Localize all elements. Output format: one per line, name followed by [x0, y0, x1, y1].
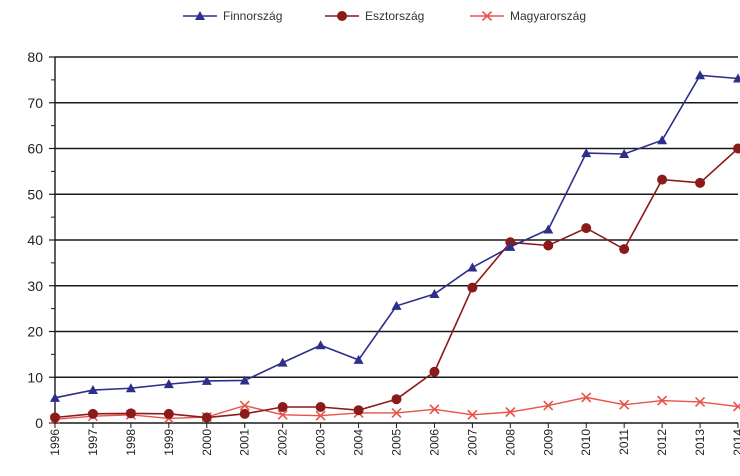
legend-item-2: Magyarország — [470, 9, 586, 23]
data-point-1-2011 — [619, 244, 630, 255]
x-tick-label-2011: 2011 — [617, 429, 631, 455]
data-point-1-2003 — [315, 401, 326, 412]
data-point-0-2009 — [543, 224, 554, 234]
data-point-2-2006 — [429, 404, 440, 415]
grid-layer — [55, 56, 738, 424]
data-point-1-1999 — [163, 408, 174, 419]
data-point-2-2005 — [391, 407, 402, 419]
data-point-0-2001 — [239, 375, 250, 385]
data-point-0-2007 — [467, 262, 478, 272]
data-point-1-2012 — [657, 174, 668, 185]
series-line-0 — [54, 74, 739, 399]
legend-marker — [337, 11, 347, 21]
y-tick-label-70: 70 — [27, 95, 43, 111]
x-tick-label-2005: 2005 — [390, 429, 404, 456]
x-tick-label-2008: 2008 — [503, 429, 517, 456]
data-point-1-2001 — [239, 408, 250, 419]
y-tick-label-50: 50 — [27, 186, 43, 202]
x-tick-label-2006: 2006 — [427, 429, 441, 456]
data-point-0-2011 — [619, 148, 630, 158]
data-point-2-2014 — [732, 401, 740, 412]
x-tick-label-2010: 2010 — [579, 429, 593, 456]
x-tick-label-2000: 2000 — [200, 429, 214, 456]
y-tick-label-80: 80 — [27, 49, 43, 65]
data-point-0-1997 — [87, 385, 98, 395]
data-point-1-2005 — [391, 394, 402, 405]
legend-marker — [481, 10, 493, 22]
data-point-1-1998 — [125, 408, 136, 419]
data-point-0-2005 — [391, 300, 402, 310]
data-point-0-1999 — [163, 379, 174, 389]
data-point-2-2012 — [657, 395, 668, 406]
legend-label: Finnország — [223, 9, 282, 23]
data-point-2-2009 — [543, 400, 554, 411]
data-point-0-2000 — [201, 375, 212, 385]
series-0 — [50, 70, 740, 402]
data-point-2-2001 — [239, 400, 250, 411]
legend-item-0: Finnország — [183, 9, 282, 23]
data-point-0-2002 — [277, 357, 288, 367]
y-tick-label-30: 30 — [27, 278, 43, 294]
legend-item-1: Esztország — [325, 9, 424, 23]
series-layer — [49, 70, 740, 425]
data-point-0-2006 — [429, 288, 440, 298]
x-tick-label-2001: 2001 — [238, 429, 252, 456]
x-tick-label-2009: 2009 — [541, 429, 555, 456]
data-point-0-2010 — [581, 148, 592, 158]
data-point-2-2007 — [467, 409, 478, 420]
y-tick-label-20: 20 — [27, 324, 43, 340]
data-point-1-2010 — [581, 223, 592, 234]
x-tick-label-2013: 2013 — [693, 429, 707, 456]
data-point-0-2003 — [315, 340, 326, 350]
data-point-1-2009 — [543, 240, 554, 251]
x-tick-label-2012: 2012 — [655, 429, 669, 456]
y-tick-label-40: 40 — [27, 232, 43, 248]
x-tick-label-1999: 1999 — [162, 429, 176, 456]
data-point-1-2004 — [353, 405, 364, 416]
legend-label: Esztország — [365, 9, 424, 23]
data-point-0-1998 — [125, 383, 136, 393]
legend: Finnország Esztország Magyarország — [183, 9, 586, 23]
data-point-0-1996 — [50, 392, 60, 402]
data-point-1-1996 — [50, 412, 60, 423]
legend-marker — [195, 11, 205, 20]
data-point-1-2000 — [201, 412, 212, 423]
series-1 — [50, 143, 740, 423]
data-point-1-2013 — [695, 177, 706, 188]
y-tick-label-60: 60 — [27, 141, 43, 157]
x-tick-label-2007: 2007 — [465, 429, 479, 456]
data-point-2-2003 — [315, 410, 326, 421]
data-point-0-2014 — [733, 73, 740, 83]
legend-label: Magyarország — [510, 9, 586, 23]
x-tick-label-1997: 1997 — [86, 429, 100, 456]
x-tick-label-2014: 2014 — [731, 429, 740, 456]
data-point-2-2011 — [619, 399, 630, 410]
axis-layer: 0 10 20 30 40 50 60 70 80 1996 1997 1998 1999 2000 200… — [27, 49, 740, 456]
data-point-1-2006 — [429, 366, 440, 377]
data-point-0-2012 — [657, 135, 668, 145]
data-point-2-2002 — [277, 409, 288, 420]
data-point-1-1997 — [87, 408, 98, 419]
x-tick-label-1996: 1996 — [48, 429, 62, 456]
data-point-1-2007 — [467, 282, 478, 293]
y-tick-label-0: 0 — [35, 415, 43, 431]
y-tick-label-10: 10 — [27, 369, 43, 385]
data-point-0-2008 — [505, 241, 516, 251]
data-point-2-2013 — [694, 396, 706, 408]
data-point-1-2014 — [733, 143, 740, 154]
data-point-2-2010 — [581, 392, 592, 403]
data-point-0-2004 — [353, 354, 364, 364]
data-point-0-2013 — [695, 70, 706, 80]
x-tick-label-2004: 2004 — [352, 429, 366, 456]
data-point-1-2002 — [277, 401, 288, 412]
data-point-2-2008 — [505, 406, 516, 418]
x-tick-label-2002: 2002 — [276, 429, 290, 456]
x-tick-label-2003: 2003 — [314, 429, 328, 456]
x-tick-label-1998: 1998 — [124, 429, 138, 456]
